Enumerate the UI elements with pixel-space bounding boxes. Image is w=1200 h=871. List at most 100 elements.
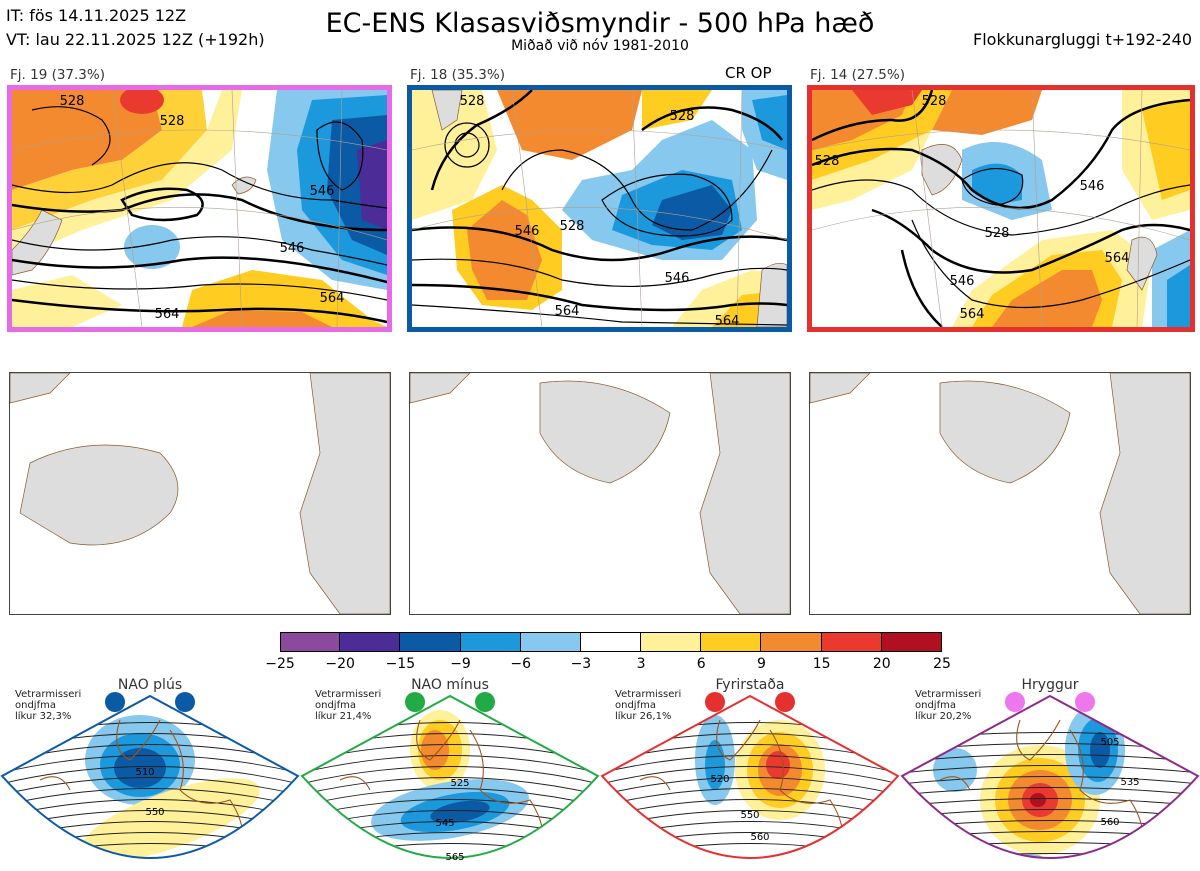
anomaly-shading [421,730,449,770]
regime-contour-label: 550 [740,810,759,821]
colorbar-tick-label: 15 [812,656,831,672]
cluster-1-contour-label: 546 [310,184,335,199]
blank-map-1 [9,372,391,615]
cluster-1-label: Fj. 19 (37.3%) [10,67,105,83]
height-contour [302,766,598,785]
cluster-2-contour-label: 546 [665,271,690,286]
colorbar-bin [580,632,642,652]
anomaly-shading [933,748,977,792]
cluster-2-label: Fj. 18 (35.3%) [410,67,505,83]
height-contour [602,755,898,774]
regime-info-line: líkur 32,3% [15,711,72,722]
cluster-3-contour-label: 528 [815,154,840,169]
colorbar-bin [520,632,581,652]
cluster-1-contour-label: 564 [320,291,345,306]
regime-info-line: Vetrarmisseri [915,689,982,700]
height-contour [2,777,298,796]
cluster-2-tag: CR OP [725,64,772,82]
regime-info-line: líkur 26,1% [615,711,672,722]
colorbar-tick-label: 6 [696,656,706,672]
regime-info-line: Vetrarmisseri [615,689,682,700]
height-contour [302,777,598,796]
height-contour [302,799,598,818]
colorbar-bin [460,632,521,652]
clustering-window: Flokkunargluggi t+192-240 [973,30,1192,49]
regime-info: Vetrarmisseri ondjfma líkur 21,4% [315,689,381,722]
anomaly-shading [430,800,490,824]
height-contour [2,766,298,785]
regime-marker-dot [105,692,125,712]
colorbar-tick-label: −6 [510,656,532,672]
colorbar-tick-label: −9 [450,656,471,672]
height-contour [2,755,298,774]
blank-map-3 [809,372,1191,615]
cluster-3-contour-label: 564 [1105,251,1130,266]
blank-map-2 [409,372,791,615]
cluster-1-map: 528 528 546 546 564 564 [7,85,392,332]
regime-info: Vetrarmisseri ondjfma líkur 32,3% [15,689,81,722]
regime-contour-label: 545 [435,818,454,829]
regime-title: NAO mínus [411,677,489,693]
init-time: IT: fös 14.11.2025 12Z [6,6,187,25]
cluster-3-contour-label: 546 [1080,179,1105,194]
regime-marker-dot [705,692,725,712]
anomaly-shading [1090,732,1110,768]
height-contour [302,755,598,774]
cluster-2-contour-label: 528 [670,109,695,124]
colorbar-tick-label: 25 [933,656,951,672]
cluster-2-contour-label: 528 [560,219,585,234]
regime-info-line: Vetrarmisseri [15,689,82,700]
colorbar-tick-label: 20 [872,656,891,672]
regime-map: 520 550 560 [600,694,900,859]
colorbar-frame [280,632,942,652]
height-contour [602,766,898,785]
anomaly-shading [766,751,790,779]
regime-info-line: ondjfma [915,700,956,711]
cluster-3-contour-label: 528 [985,226,1010,241]
colorbar-tick-label: 9 [756,656,766,672]
height-contour [902,776,1198,785]
height-contour [602,788,898,807]
regime-info: Vetrarmisseri ondjfma líkur 26,1% [615,689,681,722]
regime-marker-dot [1005,692,1025,712]
height-contour [2,788,298,807]
regime-contour-label: 535 [1120,777,1139,788]
anomaly-shading [80,778,260,858]
cluster-3-label: Fj. 14 (27.5%) [810,67,905,83]
regime-title: Fyrirstaða [715,677,785,693]
valid-time: VT: lau 22.11.2025 12Z (+192h) [6,30,265,49]
regime-info-line: líkur 20,2% [915,711,972,722]
colorbar-tick-label: −15 [385,656,416,672]
regime-contour-label: 560 [1100,817,1119,828]
height-contour [602,777,898,796]
regime-map: 510 550 [0,694,300,859]
colorbar-bin [761,632,822,652]
cluster-1-contour-label: 528 [60,94,85,109]
cluster-3-contour-label: 528 [922,94,947,109]
colorbar-bin [641,632,702,652]
regime-marker-dot [405,692,425,712]
height-contour [602,799,898,818]
regime-info-line: ondjfma [315,700,356,711]
colorbar-tick-label: −20 [325,656,355,672]
regime-contour-label: 565 [445,852,464,863]
colorbar-bin [701,632,762,652]
height-contour [302,788,598,807]
regime-contour-label: 550 [145,807,164,818]
anomaly-shading [705,740,725,790]
regime-contour-label: 520 [710,774,729,785]
regime-title: NAO plús [117,677,183,693]
chart-subtitle: Miðað við nóv 1981-2010 [511,38,689,54]
anomaly-shading [1030,793,1046,807]
regime-info-line: líkur 21,4% [315,711,372,722]
cluster-3-map: 528 528 528 546 546 564 564 [807,85,1195,332]
height-contour [2,799,298,818]
colorbar-tick-label: 3 [636,656,646,672]
regime-marker-dot [775,692,795,712]
cluster-3-contour-label: 546 [950,274,975,289]
cluster-1-contour-label: 528 [160,114,185,129]
height-contour [902,798,1198,807]
cluster-2-contour-label: 564 [715,314,740,327]
height-contour [902,754,1198,763]
regime-info-line: Vetrarmisseri [315,689,382,700]
